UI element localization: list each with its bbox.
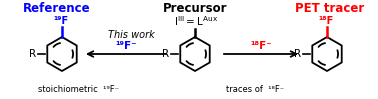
Text: Reference: Reference — [23, 2, 91, 15]
Text: ¹⁸F⁻: ¹⁸F⁻ — [250, 41, 272, 51]
Text: R: R — [29, 49, 36, 59]
Text: ¹⁹F: ¹⁹F — [53, 16, 68, 26]
Text: stoichiometric  ¹⁹F⁻: stoichiometric ¹⁹F⁻ — [37, 85, 118, 94]
Text: R: R — [294, 49, 301, 59]
Text: R: R — [162, 49, 169, 59]
Text: PET tracer: PET tracer — [295, 2, 365, 15]
Text: This work: This work — [108, 30, 154, 40]
Text: Precursor: Precursor — [163, 2, 227, 15]
Text: traces of  ¹⁸F⁻: traces of ¹⁸F⁻ — [226, 85, 284, 94]
Text: I$^{\mathsf{III}}$$=$L$^{\mathsf{Aux}}$: I$^{\mathsf{III}}$$=$L$^{\mathsf{Aux}}$ — [174, 14, 218, 28]
Text: ¹⁸F: ¹⁸F — [318, 16, 334, 26]
Text: ¹⁹F⁻: ¹⁹F⁻ — [115, 41, 137, 51]
